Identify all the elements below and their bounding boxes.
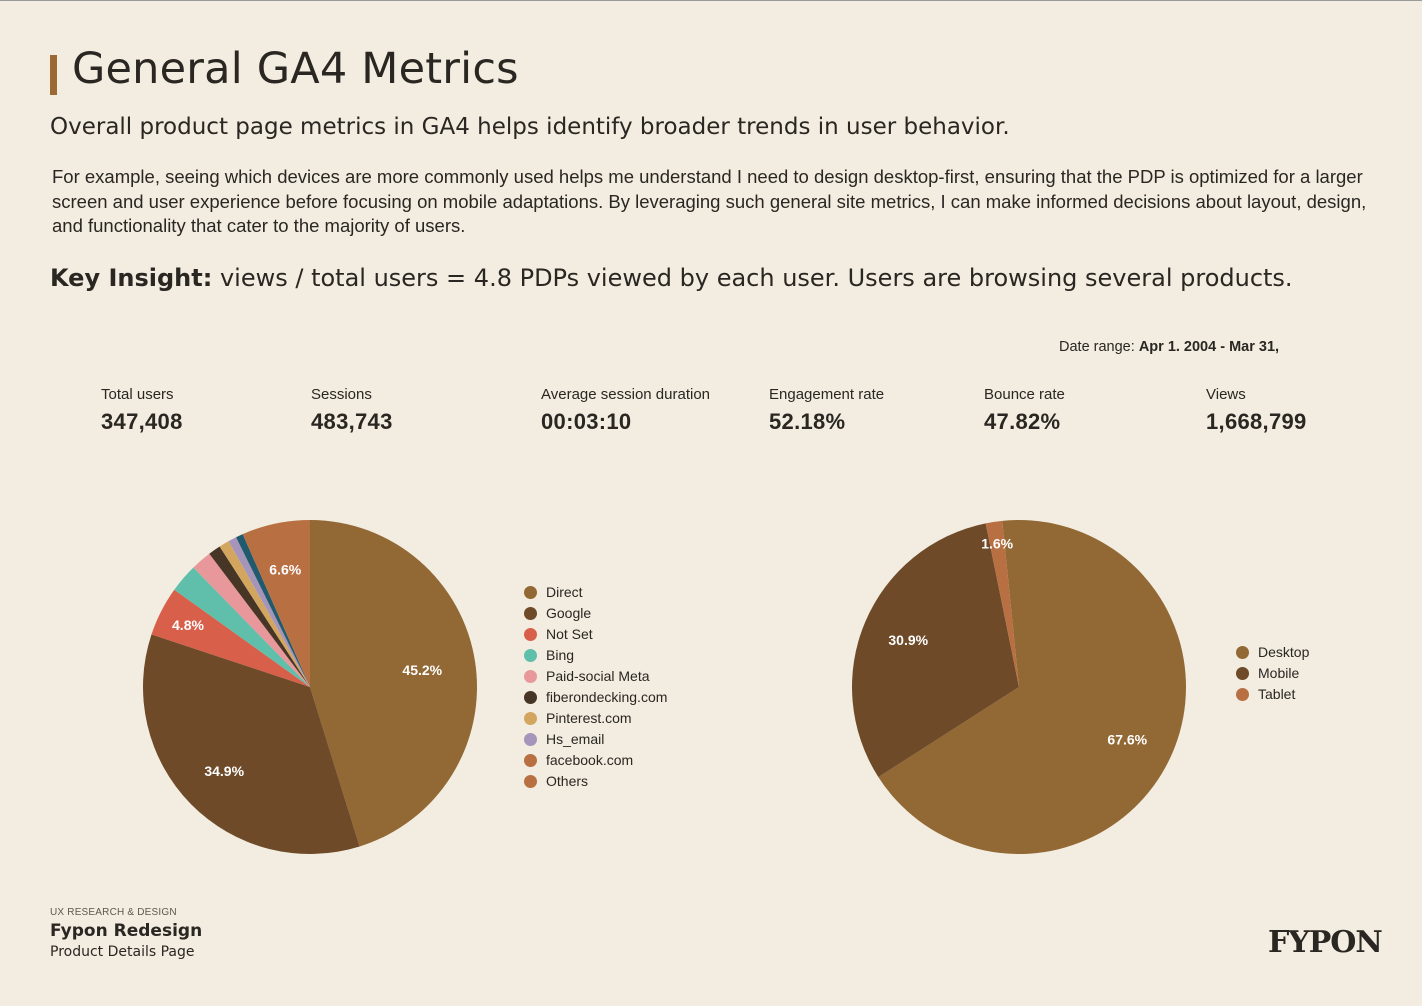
legend-label: fiberondecking.com — [546, 689, 668, 705]
legend-item-google: Google — [524, 603, 667, 624]
legend-swatch — [524, 712, 537, 725]
title-accent-bar — [50, 55, 57, 95]
metric-avg-session-duration: Average session duration 00:03:10 — [541, 386, 710, 435]
pie-data-label-direct: 45.2% — [402, 662, 442, 678]
metric-value: 47.82% — [984, 409, 1061, 434]
metric-value: 52.18% — [769, 409, 846, 434]
pie-slice-mobile — [852, 523, 1019, 778]
legend-swatch — [1236, 688, 1249, 701]
metric-value: 1,668,799 — [1206, 409, 1307, 434]
legend-label: Mobile — [1258, 665, 1300, 681]
pie-slice-direct — [310, 520, 477, 847]
legend-swatch — [524, 586, 537, 599]
legend-label: Bing — [546, 647, 575, 663]
legend-item-not-set: Not Set — [524, 624, 667, 645]
footer-kicker: UX RESEARCH & DESIGN — [50, 907, 177, 918]
traffic-source-legend: Direct Google Not Set Bing Paid-social Meta f… — [524, 582, 667, 792]
pie-data-label-google: 34.9% — [204, 763, 244, 779]
pie-data-label-others: 6.6% — [269, 561, 301, 577]
pie-slice-bing — [174, 567, 310, 687]
pie-slice-desktop — [878, 519, 1187, 854]
legend-item-direct: Direct — [524, 582, 667, 603]
metric-value: 347,408 — [101, 409, 183, 434]
legend-label: facebook.com — [546, 752, 634, 768]
pie-slice-hs-email — [228, 537, 310, 687]
legend-swatch — [524, 775, 537, 788]
key-insight-text: views / total users = 4.8 PDPs viewed by… — [212, 264, 1293, 292]
metric-label: Total users — [101, 386, 174, 403]
metric-label: Engagement rate — [769, 386, 885, 403]
top-divider — [0, 0, 1422, 1]
legend-label: Others — [546, 773, 589, 789]
legend-item-pinterest-com: Pinterest.com — [524, 708, 667, 729]
traffic-source-pie-chart: 45.2% 34.9% 4.8% 6.6% — [143, 520, 477, 854]
legend-item-desktop: Desktop — [1236, 642, 1309, 663]
legend-label: Tablet — [1258, 686, 1296, 702]
description-paragraph: For example, seeing which devices are mo… — [52, 166, 1367, 236]
key-insight: Key Insight: views / total users = 4.8 P… — [50, 264, 1293, 292]
pie-slice-paid-social-meta — [193, 553, 310, 687]
legend-item-fiberondecking-com: fiberondecking.com — [524, 687, 667, 708]
metric-label: Sessions — [311, 386, 372, 403]
device-legend: Desktop Mobile Tablet — [1236, 642, 1309, 705]
fypon-logo: FYPON — [1268, 925, 1383, 960]
metric-total-users: Total users 347,408 — [101, 386, 183, 435]
legend-label: Not Set — [546, 626, 593, 642]
pie-slice-google — [143, 634, 360, 854]
metric-value: 00:03:10 — [541, 409, 632, 434]
page-title: General GA4 Metrics — [72, 44, 519, 94]
pie-slice-tablet — [985, 520, 1019, 687]
legend-item-hs-email: Hs_email — [524, 729, 667, 750]
date-range-label: Date range: — [1059, 339, 1139, 355]
legend-item-mobile: Mobile — [1236, 663, 1309, 684]
pie-slice-fiberondecking-com — [209, 546, 310, 687]
pie-data-label-desktop: 67.6% — [1107, 731, 1147, 747]
pie-data-label-mobile: 30.9% — [888, 632, 928, 648]
footer-project-title: Fypon Redesign — [50, 921, 203, 941]
pie-slice-facebook-com — [236, 534, 310, 687]
legend-swatch — [524, 649, 537, 662]
legend-item-bing: Bing — [524, 645, 667, 666]
metric-engagement-rate: Engagement rate 52.18% — [769, 386, 884, 435]
legend-item-tablet: Tablet — [1236, 684, 1309, 705]
date-range: Date range: Apr 1. 2004 - Mar 31, — [1059, 339, 1279, 355]
pie-slice-pinterest-com — [219, 541, 310, 687]
legend-swatch — [524, 628, 537, 641]
legend-swatch — [524, 670, 537, 683]
page-subtitle: Overall product page metrics in GA4 help… — [50, 114, 1010, 140]
legend-swatch — [524, 733, 537, 746]
legend-swatch — [524, 754, 537, 767]
pie-data-label-tablet: 1.6% — [981, 535, 1013, 551]
legend-label: Paid-social Meta — [546, 668, 650, 684]
legend-item-facebook-com: facebook.com — [524, 750, 667, 771]
legend-swatch — [1236, 646, 1249, 659]
legend-label: Hs_email — [546, 731, 605, 747]
metric-label: Average session duration — [541, 386, 710, 403]
pie-data-label-not-set: 4.8% — [172, 617, 204, 633]
metric-sessions: Sessions 483,743 — [311, 386, 393, 435]
footer-project-subtitle: Product Details Page — [50, 944, 195, 960]
legend-item-others: Others — [524, 771, 667, 792]
legend-label: Desktop — [1258, 644, 1310, 660]
metric-bounce-rate: Bounce rate 47.82% — [984, 386, 1065, 435]
legend-label: Direct — [546, 584, 583, 600]
legend-swatch — [524, 691, 537, 704]
legend-item-paid-social-meta: Paid-social Meta — [524, 666, 667, 687]
legend-swatch — [1236, 667, 1249, 680]
metric-views: Views 1,668,799 — [1206, 386, 1307, 435]
metric-label: Bounce rate — [984, 386, 1065, 403]
pie-slice-not-set — [151, 589, 310, 687]
legend-label: Google — [546, 605, 592, 621]
date-range-value: Apr 1. 2004 - Mar 31, — [1138, 339, 1280, 355]
device-pie-chart: 67.6% 30.9% 1.6% — [852, 519, 1187, 854]
key-insight-label: Key Insight: — [50, 264, 213, 292]
pie-slice-others — [242, 520, 310, 687]
legend-label: Pinterest.com — [546, 710, 632, 726]
metric-value: 483,743 — [311, 409, 393, 434]
legend-swatch — [524, 607, 537, 620]
metric-label: Views — [1206, 386, 1246, 403]
